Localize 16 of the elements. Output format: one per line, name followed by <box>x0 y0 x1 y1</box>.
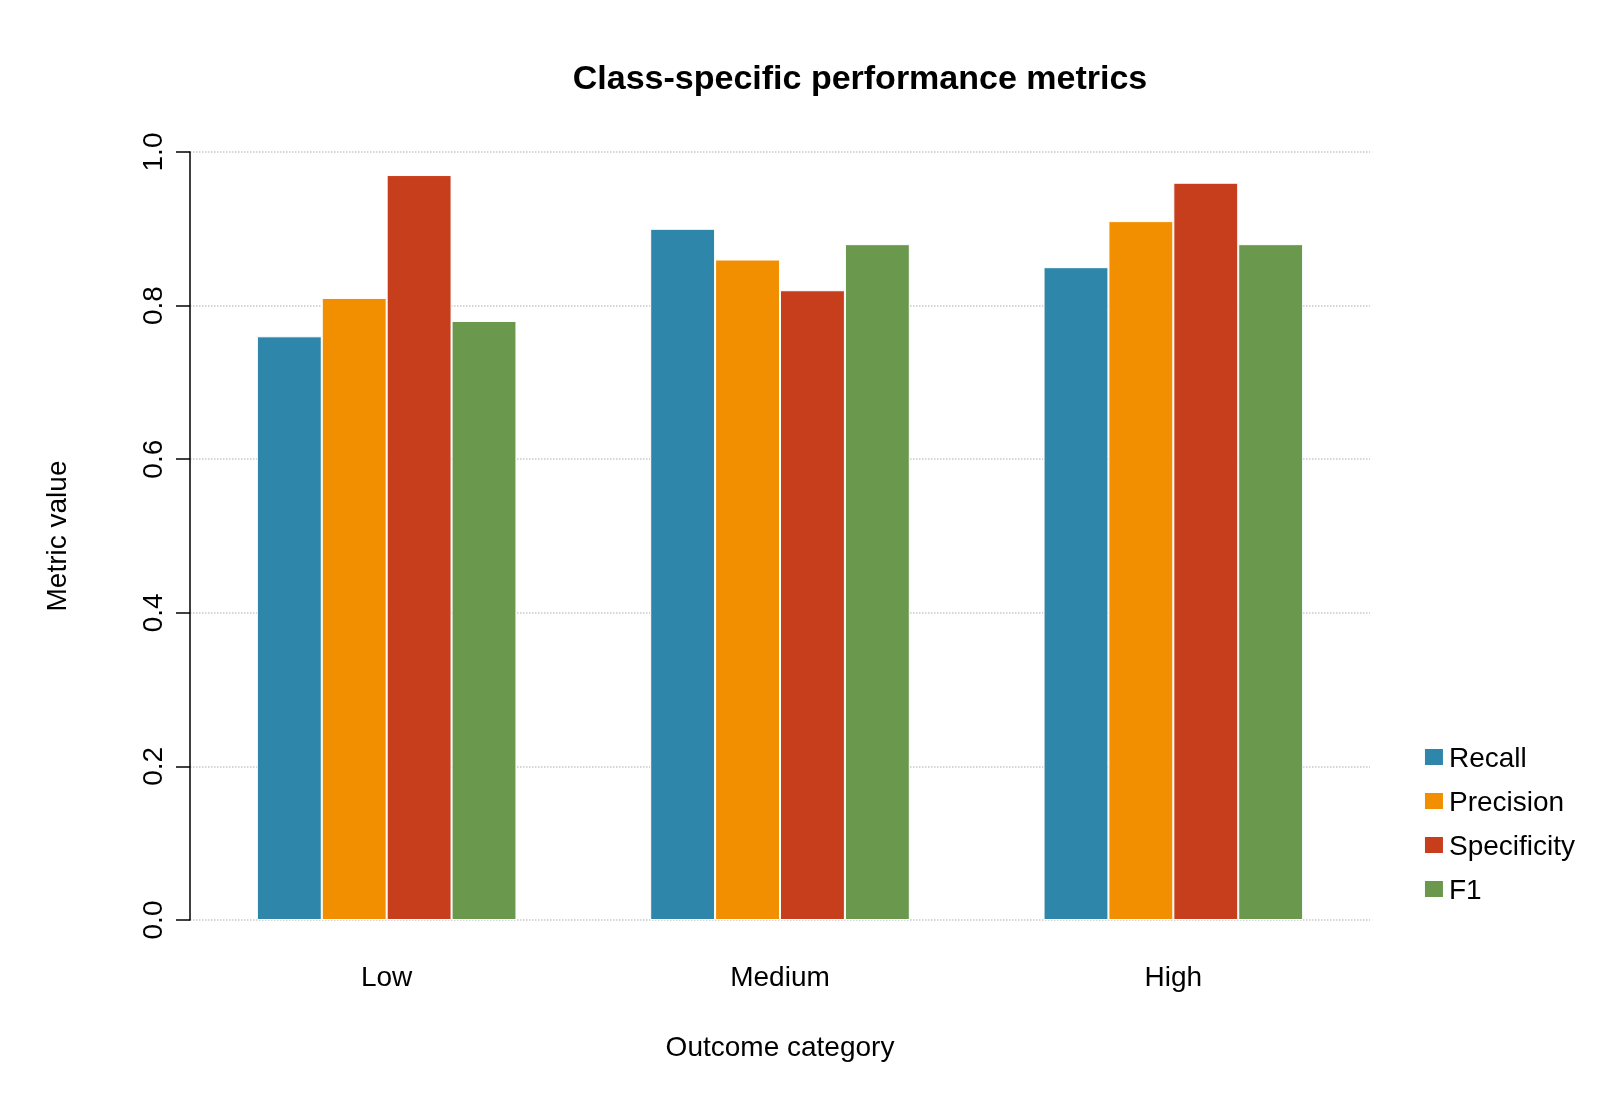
legend-label: F1 <box>1448 873 1482 905</box>
y-tick-label: 0.6 <box>136 439 168 479</box>
x-axis-title: Outcome category <box>665 1030 895 1062</box>
y-tick-label: 0.0 <box>136 900 168 940</box>
chart-title: Class-specific performance metrics <box>572 58 1148 96</box>
legend-label: Specificity <box>1448 829 1576 861</box>
y-tick-label: 1.0 <box>136 132 168 172</box>
x-tick-label: High <box>1144 960 1203 992</box>
x-tick-label: Medium <box>730 960 830 992</box>
legend-label: Precision <box>1448 785 1565 817</box>
x-tick-label: Low <box>360 960 414 992</box>
y-tick-label: 0.4 <box>136 593 168 633</box>
legend-label: Recall <box>1448 741 1527 773</box>
y-axis-title: Metric value <box>40 460 72 612</box>
y-tick-label: 0.2 <box>136 746 168 786</box>
y-tick-label: 0.8 <box>136 286 168 326</box>
